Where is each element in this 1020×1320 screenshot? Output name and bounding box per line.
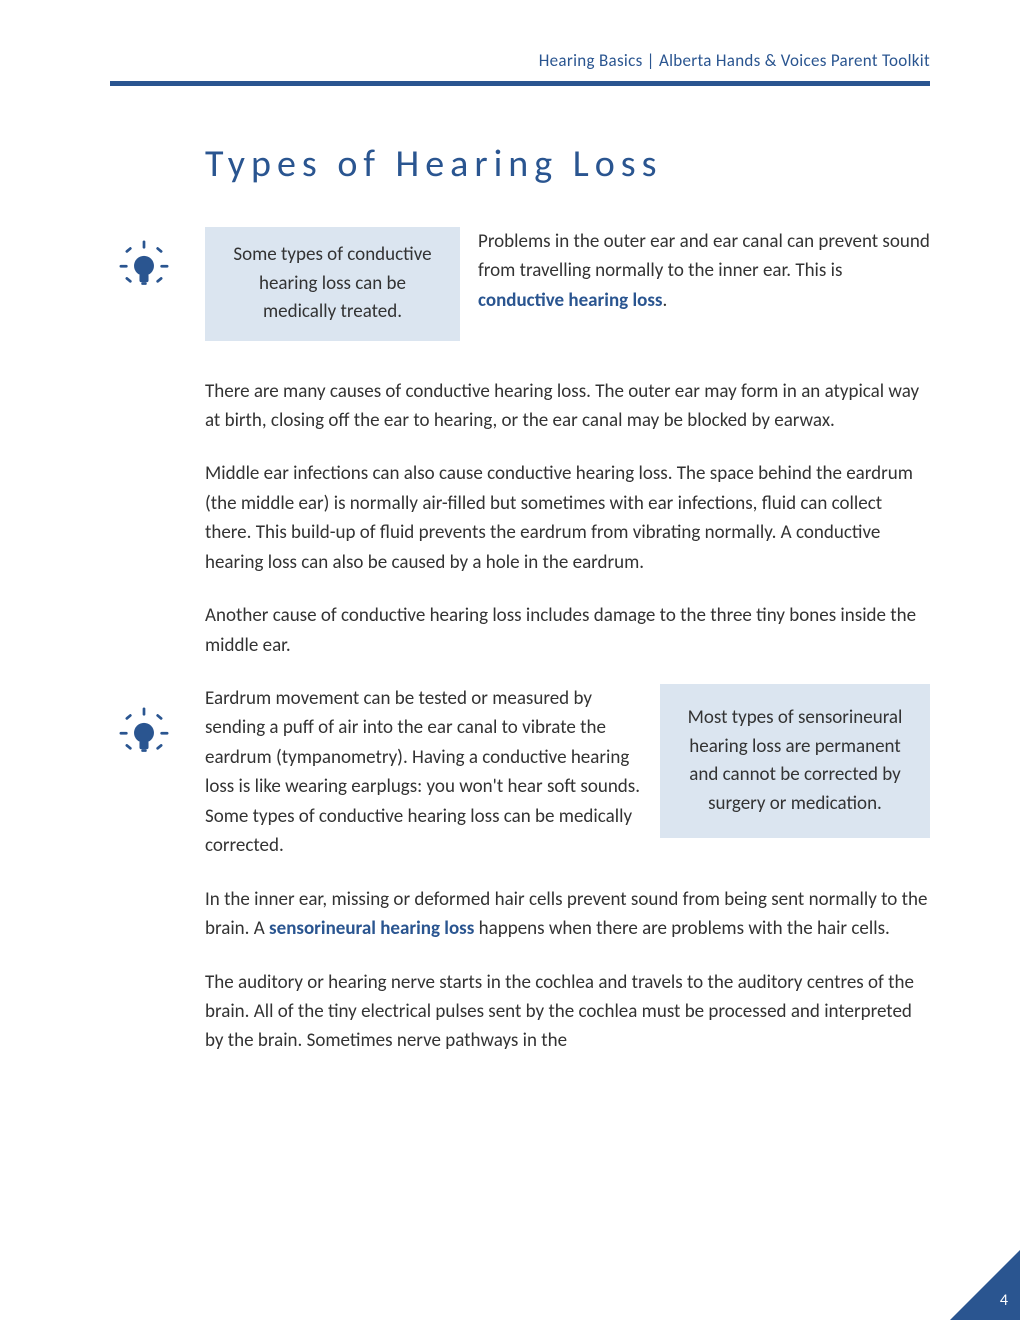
p1-text-a: Problems in the outer ear and ear canal …	[478, 230, 930, 282]
header-rule	[110, 81, 930, 86]
paragraph-6: In the inner ear, missing or deformed ha…	[205, 885, 930, 944]
paragraph-4: Another cause of conductive hearing loss…	[205, 601, 930, 660]
content-area: Some types of conductive hearing loss ca…	[205, 227, 930, 1056]
lightbulb-icon	[115, 702, 173, 760]
section-2: Most types of sensorineural hearing loss…	[205, 684, 930, 861]
paragraph-7: The auditory or hearing nerve starts in …	[205, 968, 930, 1056]
callout-conductive: Some types of conductive hearing loss ca…	[205, 227, 460, 341]
header-breadcrumb: Hearing Basics | Alberta Hands & Voices …	[90, 50, 930, 71]
page-title: Types of Hearing Loss	[205, 141, 930, 187]
p6-text-b: happens when there are problems with the…	[474, 917, 889, 940]
section-1: Some types of conductive hearing loss ca…	[205, 227, 930, 353]
p1-bold: conductive hearing loss	[478, 289, 663, 312]
p6-bold: sensorineural hearing loss	[269, 917, 474, 940]
page-corner-decoration	[950, 1250, 1020, 1320]
paragraph-2: There are many causes of conductive hear…	[205, 377, 930, 436]
page-number: 4	[1000, 1291, 1008, 1310]
callout-sensorineural: Most types of sensorineural hearing loss…	[660, 684, 930, 838]
p1-text-b: .	[663, 289, 668, 312]
lightbulb-icon	[115, 235, 173, 293]
page-container: Hearing Basics | Alberta Hands & Voices …	[0, 0, 1020, 1320]
paragraph-3: Middle ear infections can also cause con…	[205, 459, 930, 577]
